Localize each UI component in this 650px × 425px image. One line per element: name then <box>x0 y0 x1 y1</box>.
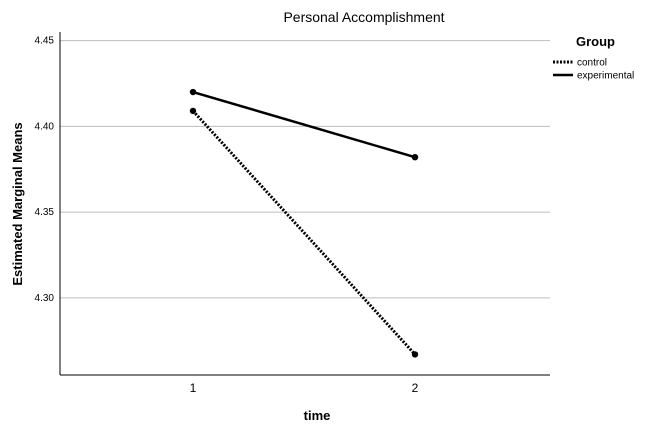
x-tick-label: 2 <box>412 381 419 395</box>
y-tick-label: 4.40 <box>35 121 55 132</box>
data-point-experimental <box>189 88 197 96</box>
legend-title: Group <box>576 34 615 49</box>
y-tick-labels: 4.30 4.35 4.40 4.45 <box>35 36 55 304</box>
data-point-experimental <box>411 153 419 161</box>
x-tick-label: 1 <box>190 381 197 395</box>
chart-title: Personal Accomplishment <box>283 9 444 25</box>
legend-items: control experimental <box>553 58 634 82</box>
series-group <box>189 88 419 358</box>
y-tick-label: 4.30 <box>35 293 55 304</box>
y-tick-label: 4.35 <box>35 207 55 218</box>
legend-label-control: control <box>577 58 607 69</box>
data-point-control <box>411 351 419 358</box>
y-tick-label: 4.45 <box>35 36 55 47</box>
series-line-control <box>191 109 417 356</box>
y-axis-title: Estimated Marginal Means <box>10 122 25 285</box>
legend-label-experimental: experimental <box>577 71 634 82</box>
gridlines <box>60 40 550 299</box>
axes <box>59 32 550 376</box>
legend: Group control experimental <box>553 34 634 82</box>
data-point-control <box>189 107 197 115</box>
series-line-experimental <box>192 90 416 159</box>
x-axis-title: time <box>304 408 331 423</box>
